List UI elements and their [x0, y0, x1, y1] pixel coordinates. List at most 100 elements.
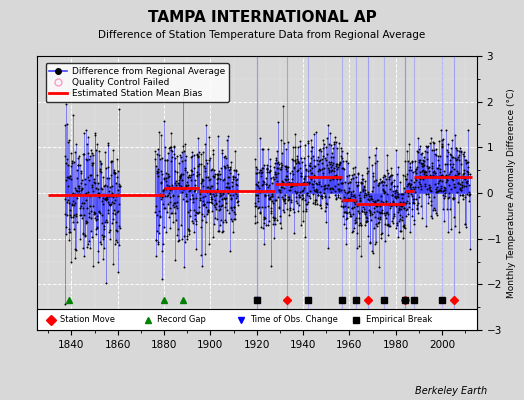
Point — [266, 156, 275, 163]
Point — [267, 210, 275, 216]
Point — [447, 186, 455, 192]
Point — [306, 195, 314, 201]
Point — [262, 175, 270, 182]
Point — [357, 176, 366, 182]
Point — [215, 203, 223, 209]
Point — [253, 219, 261, 226]
Point — [277, 165, 285, 172]
Point — [445, 151, 454, 157]
Point — [387, 165, 395, 172]
Point — [96, 185, 105, 191]
Point — [447, 168, 455, 174]
Point — [441, 186, 449, 193]
Point — [298, 180, 307, 186]
Point — [452, 144, 460, 151]
Point — [175, 180, 183, 186]
Point — [88, 150, 96, 157]
Point — [319, 172, 327, 179]
Point — [376, 231, 385, 237]
Point — [65, 229, 73, 236]
Point — [231, 216, 239, 222]
Point — [375, 219, 383, 225]
Point — [256, 208, 265, 215]
Point — [167, 210, 175, 216]
Point — [432, 146, 441, 152]
Point — [280, 140, 288, 146]
Point — [217, 229, 226, 235]
Point — [219, 190, 227, 196]
Point — [339, 164, 347, 171]
Point — [157, 196, 165, 202]
Point — [60, 196, 69, 202]
Point — [307, 137, 315, 143]
Point — [442, 127, 451, 133]
Point — [107, 172, 115, 178]
Point — [387, 180, 396, 186]
Point — [385, 173, 393, 180]
Point — [172, 182, 180, 188]
Point — [411, 189, 419, 195]
Point — [413, 202, 421, 208]
Point — [190, 188, 199, 194]
Point — [303, 138, 312, 145]
Point — [281, 200, 289, 206]
Point — [282, 173, 291, 179]
Point — [296, 165, 304, 171]
Point — [270, 235, 279, 241]
Point — [399, 199, 407, 205]
Point — [153, 170, 161, 176]
Point — [170, 200, 178, 207]
Point — [382, 176, 390, 182]
Point — [290, 164, 298, 171]
Point — [435, 173, 443, 179]
Point — [204, 208, 212, 214]
Point — [85, 214, 93, 220]
Point — [365, 154, 373, 160]
Point — [212, 201, 220, 207]
Point — [259, 224, 267, 231]
Point — [461, 157, 469, 164]
Point — [292, 194, 301, 200]
Point — [234, 171, 242, 177]
Point — [328, 166, 336, 173]
Point — [440, 194, 448, 201]
Point — [373, 208, 381, 214]
Point — [93, 190, 102, 196]
Point — [253, 165, 261, 172]
Point — [168, 182, 177, 188]
Point — [387, 180, 395, 187]
Point — [217, 196, 226, 202]
Point — [232, 176, 241, 183]
Text: Station Move: Station Move — [60, 315, 115, 324]
Point — [315, 181, 323, 187]
Point — [181, 156, 189, 163]
Point — [254, 198, 262, 204]
Point — [77, 170, 85, 176]
Point — [395, 218, 403, 224]
Point — [362, 192, 370, 198]
Point — [312, 196, 320, 203]
Point — [274, 165, 282, 171]
Point — [334, 192, 342, 198]
Point — [456, 148, 465, 155]
Point — [325, 177, 334, 184]
Point — [378, 209, 386, 216]
Point — [323, 151, 331, 157]
Point — [397, 191, 405, 197]
Point — [162, 156, 171, 163]
Point — [274, 194, 282, 200]
Point — [193, 169, 202, 175]
Point — [328, 150, 336, 156]
Point — [462, 183, 470, 189]
Point — [372, 238, 380, 245]
Point — [207, 198, 215, 205]
Point — [211, 189, 220, 195]
Point — [434, 138, 443, 145]
Point — [370, 178, 378, 184]
Point — [81, 232, 89, 238]
Point — [433, 165, 441, 172]
Point — [69, 190, 78, 196]
Point — [168, 148, 176, 154]
Point — [377, 209, 385, 216]
Point — [465, 171, 474, 178]
